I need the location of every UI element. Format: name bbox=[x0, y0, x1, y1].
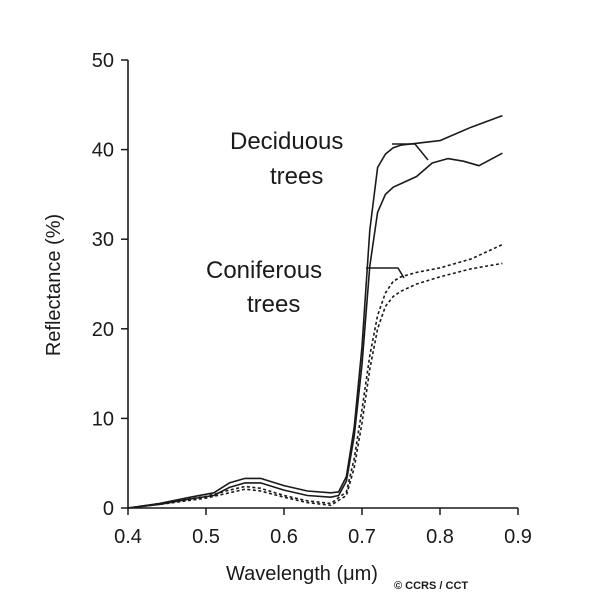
annotation-deciduous-leader bbox=[392, 143, 429, 161]
x-tick-label: 0.7 bbox=[348, 526, 376, 548]
x-ticks: 0.4 0.5 0.6 0.7 0.8 0.9 bbox=[114, 508, 532, 548]
y-ticks: 0 10 20 30 40 50 bbox=[92, 50, 128, 520]
coniferous-series-line-3 bbox=[127, 243, 503, 509]
deciduous-series-line-2 bbox=[127, 152, 503, 509]
y-tick-label: 0 bbox=[103, 498, 114, 520]
annotation-deciduous-line1: Deciduous bbox=[230, 128, 343, 155]
coniferous-series-line-4 bbox=[127, 262, 503, 509]
annotation-coniferous-leader bbox=[366, 267, 405, 279]
y-tick-label: 10 bbox=[92, 408, 114, 430]
x-tick-label: 0.8 bbox=[426, 526, 454, 548]
x-tick-label: 0.4 bbox=[114, 526, 142, 548]
x-tick-label: 0.6 bbox=[270, 526, 298, 548]
annotation-coniferous-line1: Coniferous bbox=[206, 257, 322, 284]
x-axis-title: Wavelength (μm) bbox=[226, 563, 378, 585]
y-axis-title: Reflectance (%) bbox=[43, 214, 65, 356]
axes: 0 10 20 30 40 50 0.4 0.5 0.6 0.7 0.8 0.9 bbox=[92, 50, 532, 548]
copyright-credit: © CCRS / CCT bbox=[394, 580, 468, 592]
y-tick-label: 20 bbox=[92, 319, 114, 341]
y-tick-label: 40 bbox=[92, 140, 114, 162]
y-tick-label: 50 bbox=[92, 50, 114, 72]
y-tick-label: 30 bbox=[92, 229, 114, 251]
annotation-coniferous-line2: trees bbox=[247, 291, 300, 318]
annotation-deciduous-line2: trees bbox=[270, 163, 323, 190]
annotations: Deciduous trees Coniferous trees bbox=[206, 128, 429, 318]
x-tick-label: 0.9 bbox=[504, 526, 532, 548]
x-tick-label: 0.5 bbox=[192, 526, 220, 548]
